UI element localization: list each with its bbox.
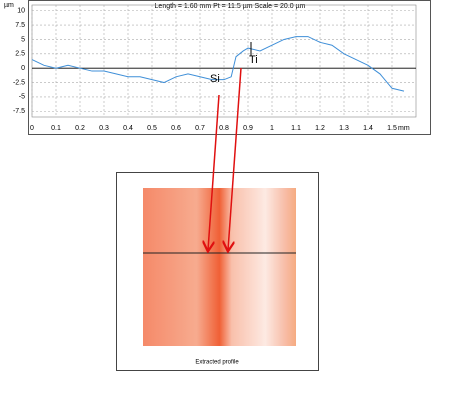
x-tick-label: 1.5 [387, 125, 397, 132]
y-tick-label: 0 [21, 65, 25, 72]
x-tick-label: 0.5 [147, 125, 157, 132]
chart-frame [28, 0, 431, 135]
y-tick-label: -7.5 [13, 108, 25, 115]
y-tick-label: 7.5 [15, 22, 25, 29]
x-tick-label: 0.2 [75, 125, 85, 132]
image-caption: Extracted profile [195, 360, 239, 366]
profile-line [31, 36, 405, 92]
x-tick-label: 0.4 [123, 125, 133, 132]
x-tick-label: 0.9 [243, 125, 253, 132]
surface-image [143, 188, 296, 346]
arrow [208, 94, 220, 250]
x-tick-label: 1.3 [339, 125, 349, 132]
x-tick-label: 1.2 [315, 125, 325, 132]
x-tick-label: 0.7 [195, 125, 205, 132]
x-tick-label: 0.1 [51, 125, 61, 132]
x-tick-label: 0.6 [171, 125, 181, 132]
x-tick-label: 0 [30, 125, 34, 132]
x-tick-label: 0.8 [219, 125, 229, 132]
surface-shade [143, 188, 296, 346]
x-tick-label: 1 [270, 125, 274, 132]
y-tick-label: 2.5 [15, 51, 25, 58]
plot: 10 7.5 5 2.5 0 -2.5 -5 -7.5 0 0.1 0.2 0.3 0.4 0.5 0.6 0… [13, 4, 417, 132]
x-unit: mm [398, 125, 410, 132]
y-tick-label: -5 [19, 94, 25, 101]
annotation: Ti [249, 54, 258, 66]
x-tick-label: 1.1 [291, 125, 301, 132]
y-tick-label: 10 [17, 8, 25, 15]
y-label: µm [4, 2, 14, 9]
arrow [228, 67, 242, 250]
annotation: Si [210, 73, 220, 85]
y-tick-label: 5 [21, 36, 25, 43]
y-tick-label: -2.5 [13, 79, 25, 86]
chart-title: Length = 1.60 mm Pt = 11.5 µm Scale = 20… [155, 3, 306, 10]
x-tick-label: 1.4 [363, 125, 373, 132]
x-tick-label: 0.3 [99, 125, 109, 132]
